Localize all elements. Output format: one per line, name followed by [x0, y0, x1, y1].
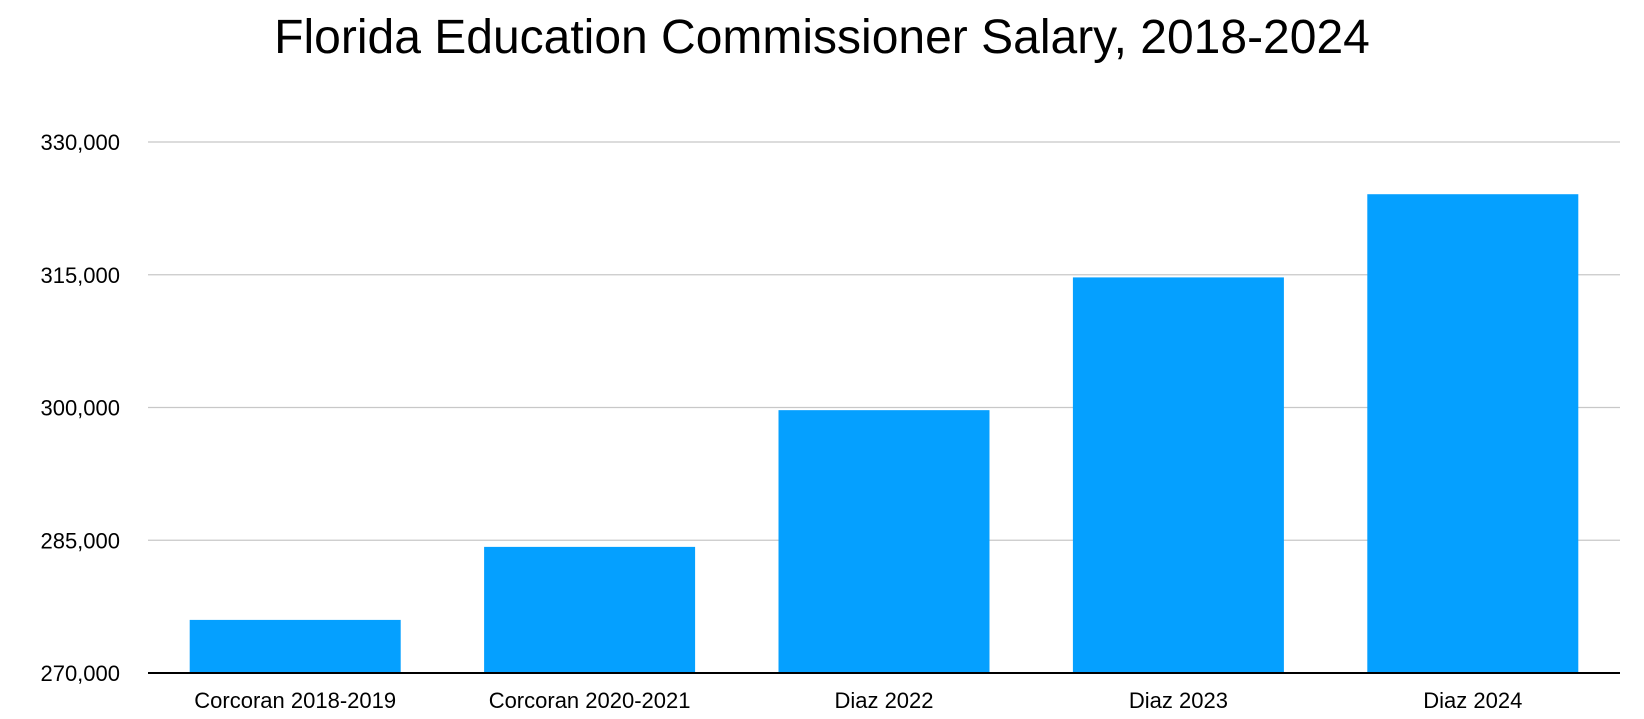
x-tick-label: Corcoran 2020-2021: [489, 688, 691, 713]
bar: [1072, 277, 1284, 673]
bars: [189, 194, 1579, 673]
chart-title: Florida Education Commissioner Salary, 2…: [274, 11, 1370, 64]
x-tick-label: Diaz 2024: [1423, 688, 1522, 713]
x-tick-label: Diaz 2022: [834, 688, 933, 713]
y-axis-ticks: 270,000 285,000 300,000 315,000 330,000: [40, 130, 120, 686]
bar: [1367, 194, 1579, 673]
x-axis-ticks: Corcoran 2018-2019 Corcoran 2020-2021 Diaz…: [194, 688, 1522, 713]
x-tick-label: Diaz 2023: [1129, 688, 1228, 713]
bar: [484, 546, 696, 673]
y-tick-label: 300,000: [40, 396, 120, 421]
bar: [189, 619, 401, 673]
y-tick-label: 330,000: [40, 130, 120, 155]
y-tick-label: 285,000: [40, 528, 120, 553]
x-tick-label: Corcoran 2018-2019: [194, 688, 396, 713]
y-tick-label: 270,000: [40, 661, 120, 686]
y-tick-label: 315,000: [40, 263, 120, 288]
bar: [778, 410, 990, 673]
